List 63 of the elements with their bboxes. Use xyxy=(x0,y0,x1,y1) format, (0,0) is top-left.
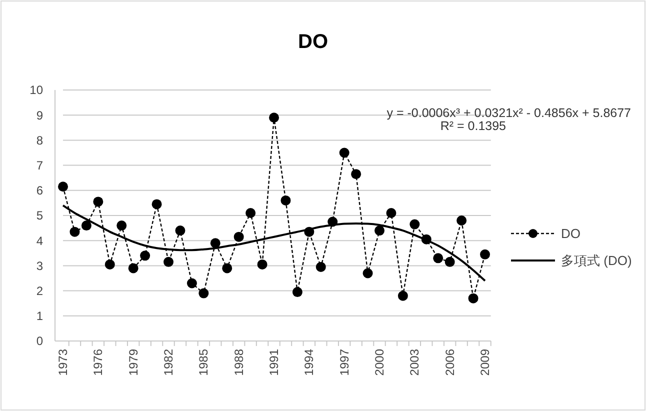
point xyxy=(93,196,104,207)
y-tick-label: 3 xyxy=(36,258,44,273)
point xyxy=(175,226,186,236)
point xyxy=(280,195,291,206)
point xyxy=(362,268,373,278)
legend-label: 多項式 (DO) xyxy=(561,253,632,268)
y-tick-label: 5 xyxy=(36,208,44,223)
point xyxy=(70,226,80,237)
point xyxy=(374,226,384,236)
point xyxy=(164,256,174,267)
y-tick-label: 9 xyxy=(36,108,44,122)
point xyxy=(198,288,209,298)
x-tick-label: 1985 xyxy=(196,348,211,376)
point xyxy=(140,250,150,261)
point xyxy=(81,220,92,231)
annotation: y = -0.0006x³ + 0.0321x² - 0.4856x + 5.8677 xyxy=(386,106,632,120)
point xyxy=(246,208,256,218)
y-tick-label: 10 xyxy=(30,83,44,98)
point xyxy=(480,249,490,260)
x-tick-label: 1988 xyxy=(232,348,246,376)
y-tick-label: 6 xyxy=(36,184,44,198)
y-tick-label: 0 xyxy=(36,334,44,348)
point xyxy=(234,232,244,242)
point xyxy=(186,278,197,288)
x-tick-label: 1982 xyxy=(162,348,176,376)
legend-label: DO xyxy=(561,226,580,242)
y-tick-label: 2 xyxy=(36,284,44,298)
point xyxy=(58,182,68,192)
point xyxy=(210,238,220,248)
point xyxy=(444,256,455,267)
x-tick-label: 1976 xyxy=(91,348,106,376)
y-tick-label: 1 xyxy=(36,309,44,324)
point xyxy=(316,262,326,272)
point xyxy=(128,263,138,274)
point xyxy=(468,293,478,304)
point xyxy=(351,169,362,180)
point xyxy=(257,259,268,270)
point xyxy=(410,219,420,230)
point xyxy=(386,208,396,218)
y-tick-label: 4 xyxy=(36,234,44,248)
x-tick-label: 1991 xyxy=(267,348,281,376)
point xyxy=(339,148,350,158)
point xyxy=(222,263,232,274)
x-tick-label: 1979 xyxy=(126,348,140,376)
point xyxy=(152,199,162,210)
point xyxy=(398,290,408,301)
point xyxy=(292,287,302,298)
y-tick-label: 8 xyxy=(36,133,44,148)
chart-title: DO xyxy=(298,31,328,53)
annotation: R² = 0.1395 xyxy=(440,119,506,134)
y-tick-label: 7 xyxy=(36,158,44,172)
x-tick-label: 1994 xyxy=(302,348,316,376)
point xyxy=(104,259,115,270)
x-tick-label: 2006 xyxy=(442,348,457,376)
x-tick-label: 1973 xyxy=(56,348,70,376)
x-tick-label: 2003 xyxy=(408,348,422,376)
x-tick-label: 1997 xyxy=(337,348,352,376)
point xyxy=(433,253,444,264)
point xyxy=(269,112,279,123)
x-tick-label: 2009 xyxy=(478,348,492,376)
point xyxy=(116,220,127,231)
x-tick-label: 2000 xyxy=(372,348,386,376)
point xyxy=(456,216,467,226)
